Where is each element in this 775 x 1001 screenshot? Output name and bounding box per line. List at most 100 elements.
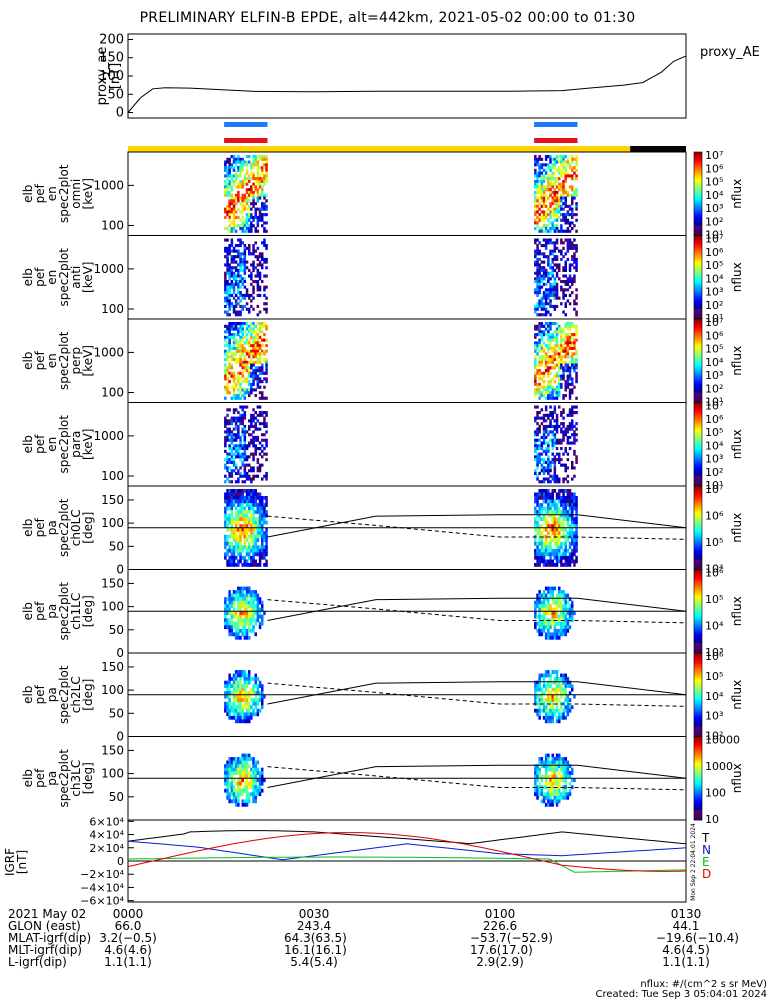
spectrogram-pixel [549, 215, 552, 219]
colorbar-segment [694, 659, 702, 662]
spectrogram-pixel [555, 708, 559, 713]
spectrogram-pixel [564, 266, 567, 270]
spectrogram-pixel [555, 207, 559, 211]
spectrogram-pixel [555, 427, 559, 431]
spectrogram-pixel [254, 411, 257, 415]
spectrogram-pixel [549, 604, 552, 608]
spectrogram-pixel [555, 799, 559, 804]
spectrogram-pixel [241, 492, 244, 497]
spectrogram-pixel [256, 413, 260, 417]
spectrogram-pixel [230, 792, 234, 797]
spectrogram-pixel [258, 492, 262, 497]
spectrogram-pixel [228, 480, 231, 484]
spectrogram-pixel [538, 632, 541, 637]
panel-y-axis-label-line: ch2LC [69, 676, 83, 713]
spectrogram-pixel [553, 520, 557, 525]
spectrogram-pixel [265, 452, 268, 456]
spectrogram-pixel [243, 416, 247, 420]
spectrogram-pixel [243, 541, 247, 546]
spectrogram-pixel [245, 380, 249, 384]
spectrogram-pixel [263, 555, 266, 560]
spectrogram-pixel [555, 160, 559, 164]
spectrogram-pixel [250, 611, 253, 616]
colorbar-segment [694, 479, 702, 483]
spectrogram-pixel [234, 310, 238, 314]
spectrogram-pixel [555, 274, 559, 278]
spectrogram-pixel [230, 241, 234, 245]
spectrogram-pixel [534, 492, 537, 497]
spectrogram-pixel [224, 492, 227, 497]
spectrogram-pixel [564, 449, 567, 453]
spectrogram-pixel [558, 229, 561, 233]
spectrogram-pixel [544, 705, 548, 710]
spectrogram-pixel [250, 388, 253, 392]
spectrogram-pixel [538, 458, 541, 462]
spectrogram-pixel [564, 600, 567, 605]
spectrogram-pixel [549, 802, 552, 807]
spectrogram-pixel [564, 715, 567, 720]
spectrogram-pixel [536, 422, 539, 426]
spectrogram-pixel [555, 628, 559, 633]
spectrogram-pixel [230, 352, 234, 356]
spectrogram-pixel [252, 224, 255, 228]
spectrogram-pixel [252, 185, 255, 189]
spectrogram-pixel [566, 510, 570, 514]
spectrogram-pixel [549, 611, 552, 616]
spectrogram-pixel [252, 799, 255, 804]
spectrogram-pixel [237, 597, 240, 601]
colorbar-segment [694, 663, 702, 666]
spectrogram-pixel [226, 527, 229, 532]
colorbar-segment [694, 746, 702, 750]
spectrogram-pixel [555, 477, 559, 481]
spectrogram-pixel [230, 455, 234, 459]
spectrogram-pixel [542, 213, 546, 217]
spectrogram-pixel [542, 380, 546, 384]
spectrogram-pixel [237, 330, 240, 334]
spectrogram-pixel [234, 171, 238, 175]
spectrogram-pixel [265, 166, 268, 170]
spectrogram-pixel [568, 427, 572, 431]
spectrogram-pixel [234, 224, 238, 228]
spectrogram-pixel [243, 545, 247, 550]
spectrogram-pixel [562, 246, 565, 250]
spectrogram-pixel [228, 391, 231, 395]
spectrogram-pixel [248, 712, 251, 717]
spectrogram-pixel [224, 280, 227, 284]
spectrogram-pixel [237, 380, 240, 384]
spectrogram-pixel [239, 545, 242, 550]
spectrogram-pixel [542, 293, 546, 297]
spectrogram-pixel [568, 691, 572, 695]
spectrogram-pixel [245, 444, 249, 448]
spectrogram-pixel [562, 416, 565, 420]
spectrogram-pixel [261, 788, 264, 793]
spectrogram-pixel [241, 257, 244, 261]
spectrogram-pixel [250, 327, 253, 331]
spectrogram-pixel [245, 607, 249, 612]
spectrogram-pixel [234, 185, 238, 189]
spectrogram-pixel [568, 708, 572, 713]
spectrogram-pixel [549, 355, 552, 359]
spectrogram-pixel [239, 274, 242, 278]
spectrogram-pixel [547, 559, 550, 564]
spectrogram-pixel [549, 524, 552, 528]
spectrogram-pixel [538, 166, 541, 170]
colorbar-segment [694, 371, 702, 374]
spectrogram-pixel [568, 411, 572, 415]
spectrogram-pixel [566, 413, 570, 417]
spectrogram-pixel [261, 344, 264, 348]
spectrogram-pixel [258, 469, 262, 473]
spectrogram-pixel [564, 506, 567, 511]
spectrogram-pixel [224, 288, 227, 292]
spectrogram-pixel [547, 196, 550, 200]
spectrogram-pixel [256, 380, 260, 384]
igrf-y-tick-label: −2×10⁴ [80, 868, 124, 881]
colorbar-segment [694, 227, 702, 230]
spectrogram-pixel [261, 396, 264, 400]
spectrogram-pixel [534, 694, 537, 699]
spectrogram-pixel [553, 764, 557, 768]
spectrogram-pixel [261, 157, 264, 161]
spectrogram-pixel [566, 625, 570, 630]
spectrogram-pixel [243, 527, 247, 532]
spectrogram-pixel [538, 680, 541, 685]
spectrogram-pixel [263, 285, 266, 289]
